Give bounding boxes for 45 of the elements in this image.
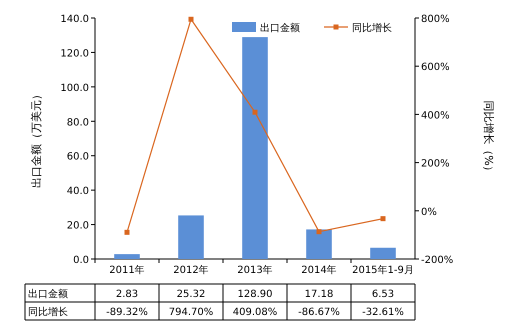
point [316,229,322,234]
y2-tick-label: 400% [421,110,450,122]
x-tick-label: 2013年 [237,264,273,276]
text: 同比增长 [28,307,68,318]
data-label: -89.32% [106,307,148,318]
x-tick-label: 2015年1-9月 [352,264,414,276]
text: 出口金额 [28,289,68,300]
y-tick-label: 100.0 [60,82,89,94]
y2-tick-label: 0% [421,206,437,218]
y-tick-label: 0.0 [73,255,89,266]
data-label: 794.70% [168,307,214,318]
bar [370,248,396,259]
y-tick-label: 20.0 [66,220,89,232]
y2-tick-label: 600% [421,62,450,74]
bar [242,37,268,259]
y-tick-label: 140.0 [60,14,89,25]
data-label: 25.32 [176,289,206,300]
bar [114,254,140,259]
y-tick-label: 80.0 [66,117,89,128]
point [124,230,130,235]
y-axis-title: 出口金额（万美元） [30,89,43,188]
y2-axis-title: 同比增长（%） [482,100,495,177]
y-tick-label: 60.0 [66,152,89,163]
x-tick-label: 2012年 [173,264,209,276]
y-tick-label: 40.0 [66,186,89,198]
data-label: -86.67% [298,307,340,318]
data-label: 409.08% [232,307,278,318]
y2-tick-label: -200% [421,255,454,266]
point [188,16,194,22]
x-tick-label: 2011年 [109,264,145,276]
y2-tick-label: 200% [421,158,450,170]
data-label: 2.83 [116,289,138,300]
legend-label: 出口金额 [260,22,300,34]
y2-tick-label: 800% [421,14,450,25]
data-label: 17.18 [304,289,334,300]
data-label: 128.90 [238,289,272,300]
point [252,110,258,115]
y-tick-label: 120.0 [60,48,89,60]
bar [306,229,332,259]
x-tick-label: 2014年 [301,264,337,276]
data-label: 6.53 [372,289,394,300]
point [380,216,386,222]
legend-label: 同比增长 [352,22,392,34]
data-label: -32.61% [362,307,404,318]
bar [178,215,204,259]
